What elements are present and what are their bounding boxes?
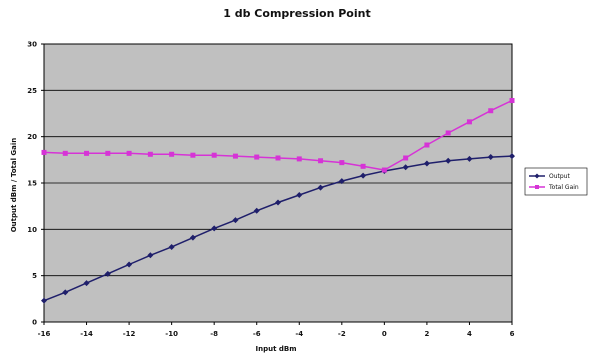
- data-point: [275, 155, 281, 161]
- chart-title: 1 db Compression Point: [223, 7, 370, 20]
- data-point: [466, 155, 473, 162]
- y-tick-label: 10: [27, 226, 37, 234]
- data-point: [445, 130, 451, 136]
- data-point: [381, 167, 387, 173]
- y-axis-label: Output dBm / Total Gain: [10, 138, 18, 233]
- legend-label: Output: [549, 173, 570, 180]
- legend-marker: [534, 173, 540, 179]
- data-point: [445, 157, 452, 164]
- data-point: [126, 150, 132, 156]
- data-point: [488, 108, 494, 114]
- data-point: [169, 151, 175, 157]
- data-point: [296, 156, 302, 162]
- data-point: [62, 289, 69, 296]
- x-tick-label: -2: [338, 330, 346, 338]
- data-point: [147, 252, 154, 259]
- data-point: [189, 234, 196, 241]
- y-tick-label: 20: [27, 133, 37, 141]
- data-point: [275, 199, 281, 206]
- data-point: [466, 119, 472, 125]
- data-point: [105, 150, 111, 156]
- y-tick-label: 5: [32, 272, 37, 280]
- data-point: [147, 151, 153, 157]
- y-tick-label: 0: [32, 319, 37, 327]
- data-point: [253, 207, 260, 214]
- data-point: [318, 158, 324, 164]
- data-point: [211, 152, 217, 158]
- legend-marker: [535, 185, 539, 189]
- legend: Output Total Gain: [524, 167, 588, 196]
- data-point: [232, 153, 238, 159]
- data-point: [509, 98, 515, 104]
- y-tick-label: 30: [27, 41, 37, 49]
- data-point: [402, 164, 409, 171]
- x-tick-label: -12: [123, 330, 136, 338]
- data-point: [41, 149, 47, 155]
- data-point: [338, 178, 345, 185]
- x-tick-label: 0: [382, 330, 387, 338]
- x-tick-label: -8: [210, 330, 218, 338]
- data-point: [83, 280, 90, 287]
- x-tick-label: 4: [467, 330, 472, 338]
- x-tick-label: -10: [165, 330, 178, 338]
- data-point: [84, 150, 90, 156]
- x-axis-label: Input dBm: [255, 345, 296, 353]
- data-point: [360, 172, 367, 179]
- data-point: [62, 150, 68, 156]
- data-point: [487, 154, 494, 161]
- data-point: [360, 163, 366, 169]
- data-point: [168, 243, 175, 250]
- data-point: [190, 152, 196, 158]
- data-point: [317, 184, 324, 191]
- x-tick-label: -16: [38, 330, 51, 338]
- data-point: [339, 160, 345, 166]
- legend-box: [524, 167, 588, 196]
- x-tick-label: 6: [510, 330, 515, 338]
- x-tick-label: 2: [424, 330, 429, 338]
- legend-label: Total Gain: [548, 184, 579, 191]
- data-point: [296, 192, 303, 199]
- data-point: [254, 154, 260, 160]
- data-point: [232, 217, 239, 224]
- data-point: [423, 160, 430, 167]
- data-point: [509, 153, 515, 160]
- data-point: [211, 225, 218, 232]
- data-point: [403, 155, 409, 161]
- data-point: [41, 297, 47, 304]
- y-tick-label: 15: [27, 180, 37, 188]
- x-tick-label: -14: [80, 330, 93, 338]
- x-tick-label: -4: [295, 330, 303, 338]
- data-point: [104, 270, 111, 277]
- plot-area: 0 5 10 15 20 25 30 -16 -14 -12 -10 -8 -6 -4 -2 0 2 4 6: [27, 41, 515, 338]
- y-tick-label: 25: [27, 87, 37, 95]
- data-point: [126, 261, 133, 268]
- x-tick-label: -6: [253, 330, 261, 338]
- data-point: [424, 142, 430, 148]
